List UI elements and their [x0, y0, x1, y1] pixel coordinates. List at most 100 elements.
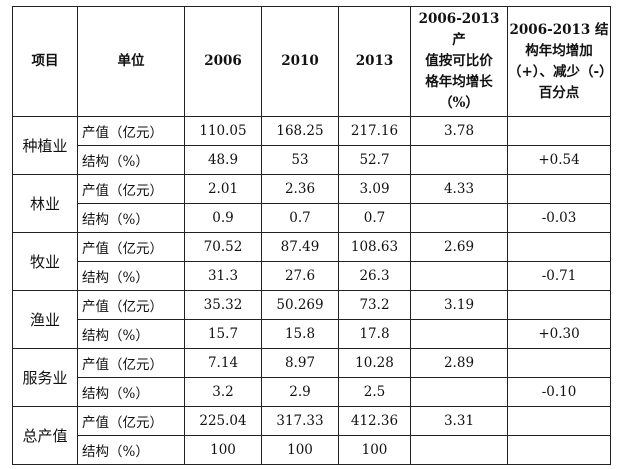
- cell-y2006: 2.01: [184, 174, 262, 204]
- table-row: 结构（%） 100 100 100: [13, 435, 611, 465]
- cell-growth: 3.31: [410, 406, 508, 436]
- header-2006: 2006: [184, 6, 262, 117]
- cell-growth: 3.19: [410, 290, 508, 320]
- cell-y2013: 2.5: [338, 377, 411, 407]
- table-container: 项目 单位 2006 2010 2013 2006-2013 产 值按可比价 格…: [12, 6, 613, 465]
- cell-growth: 2.69: [410, 232, 508, 262]
- table-row: 种植业 产值（亿元） 110.05 168.25 217.16 3.78: [12, 116, 611, 175]
- row-item-label: 牧业: [12, 232, 78, 291]
- cell-structure: [507, 174, 611, 204]
- cell-structure: [507, 435, 611, 465]
- cell-y2006: 225.04: [184, 406, 262, 436]
- cell-y2013: 26.3: [338, 261, 411, 291]
- cell-y2010: 2.9: [261, 377, 339, 407]
- row-item-label: 总产值: [12, 406, 78, 465]
- row-unit: 结构（%）: [77, 203, 185, 233]
- cell-y2006: 3.2: [184, 377, 262, 407]
- cell-y2010: 50.269: [261, 290, 339, 320]
- row-unit: 产值（亿元）: [77, 174, 185, 204]
- header-growth-line-1: 2006-2013 产: [418, 11, 500, 48]
- cell-y2006: 35.32: [184, 290, 262, 320]
- header-growth-line-3: 格年均增长: [425, 74, 493, 90]
- cell-structure: -0.10: [507, 377, 611, 407]
- cell-y2013: 217.16: [338, 116, 411, 146]
- row-unit: 产值（亿元）: [77, 116, 185, 146]
- row-unit: 结构（%）: [77, 435, 185, 465]
- agriculture-output-table: 项目 单位 2006 2010 2013 2006-2013 产 值按可比价 格…: [12, 6, 613, 465]
- cell-growth: 4.33: [410, 174, 508, 204]
- cell-y2006: 110.05: [184, 116, 262, 146]
- cell-y2010: 53: [261, 145, 339, 175]
- cell-growth: [410, 435, 508, 465]
- cell-y2006: 31.3: [184, 261, 262, 291]
- cell-growth: [410, 203, 508, 233]
- header-structure-change: 2006-2013 结 构年均增加 （+）、减少（-） 百分点: [507, 6, 613, 117]
- row-unit: 结构（%）: [77, 319, 185, 349]
- cell-structure: +0.30: [507, 319, 611, 349]
- cell-y2010: 100: [261, 435, 339, 465]
- row-unit: 结构（%）: [77, 377, 185, 407]
- table-row: 渔业 产值（亿元） 35.32 50.269 73.2 3.19: [12, 290, 611, 349]
- row-item-label: 渔业: [12, 290, 78, 349]
- cell-y2010: 0.7: [261, 203, 339, 233]
- table-row: 服务业 产值（亿元） 7.14 8.97 10.28 2.89: [12, 348, 611, 407]
- cell-growth: 2.89: [410, 348, 508, 378]
- header-2010: 2010: [261, 6, 339, 117]
- header-unit: 单位: [77, 6, 185, 117]
- row-unit: 产值（亿元）: [77, 348, 185, 378]
- cell-structure: -0.71: [507, 261, 611, 291]
- row-unit: 产值（亿元）: [77, 232, 185, 262]
- cell-growth: [410, 145, 508, 175]
- cell-growth: 3.78: [410, 116, 508, 146]
- row-unit: 产值（亿元）: [77, 406, 185, 436]
- row-unit: 结构（%）: [77, 145, 185, 175]
- cell-y2013: 17.8: [338, 319, 411, 349]
- table-row: 总产值 产值（亿元） 225.04 317.33 412.36 3.31: [12, 406, 611, 465]
- cell-structure: +0.54: [507, 145, 611, 175]
- header-structure-line-4: 百分点: [538, 84, 580, 101]
- table-row: 结构（%） 15.7 15.8 17.8 +0.30: [13, 319, 611, 349]
- cell-y2013: 412.36: [338, 406, 411, 436]
- cell-y2013: 52.7: [338, 145, 411, 175]
- header-2013: 2013: [338, 6, 411, 117]
- cell-y2006: 70.52: [184, 232, 262, 262]
- header-structure-line-2: 构年均增加: [525, 42, 593, 59]
- cell-y2010: 168.25: [261, 116, 339, 146]
- cell-y2013: 10.28: [338, 348, 411, 378]
- header-structure-line-1: 2006-2013 结: [509, 21, 609, 38]
- header-growth-line-4: （%）: [439, 95, 479, 111]
- table-body: 种植业 产值（亿元） 110.05 168.25 217.16 3.78 结构（%） 48.9…: [12, 116, 611, 465]
- cell-y2013: 73.2: [338, 290, 411, 320]
- cell-y2010: 317.33: [261, 406, 339, 436]
- cell-structure: [507, 406, 611, 436]
- cell-y2006: 0.9: [184, 203, 262, 233]
- table-row: 林业 产值（亿元） 2.01 2.36 3.09 4.33: [12, 174, 611, 233]
- row-item-label: 种植业: [12, 116, 78, 175]
- cell-y2010: 27.6: [261, 261, 339, 291]
- table-row: 牧业 产值（亿元） 70.52 87.49 108.63 2.69: [12, 232, 611, 291]
- cell-y2013: 0.7: [338, 203, 411, 233]
- header-growth: 2006-2013 产 值按可比价 格年均增长 （%）: [410, 6, 508, 117]
- header-structure-line-3: （+）、减少（-）: [508, 63, 613, 80]
- cell-structure: [507, 232, 611, 262]
- cell-structure: -0.03: [507, 203, 611, 233]
- cell-y2013: 100: [338, 435, 411, 465]
- cell-structure: [507, 348, 611, 378]
- row-unit: 结构（%）: [77, 261, 185, 291]
- row-unit: 产值（亿元）: [77, 290, 185, 320]
- cell-y2010: 15.8: [261, 319, 339, 349]
- cell-y2006: 48.9: [184, 145, 262, 175]
- table-row: 结构（%） 31.3 27.6 26.3 -0.71: [13, 261, 611, 291]
- cell-y2006: 15.7: [184, 319, 262, 349]
- table-row: 结构（%） 48.9 53 52.7 +0.54: [13, 145, 611, 175]
- row-item-label: 林业: [12, 174, 78, 233]
- cell-y2010: 87.49: [261, 232, 339, 262]
- cell-y2013: 108.63: [338, 232, 411, 262]
- table-row: 结构（%） 3.2 2.9 2.5 -0.10: [13, 377, 611, 407]
- cell-y2013: 3.09: [338, 174, 411, 204]
- cell-y2010: 8.97: [261, 348, 339, 378]
- header-growth-line-2: 值按可比价: [425, 53, 493, 69]
- table-header-row: 项目 单位 2006 2010 2013 2006-2013 产 值按可比价 格…: [12, 6, 613, 117]
- cell-y2010: 2.36: [261, 174, 339, 204]
- cell-growth: [410, 377, 508, 407]
